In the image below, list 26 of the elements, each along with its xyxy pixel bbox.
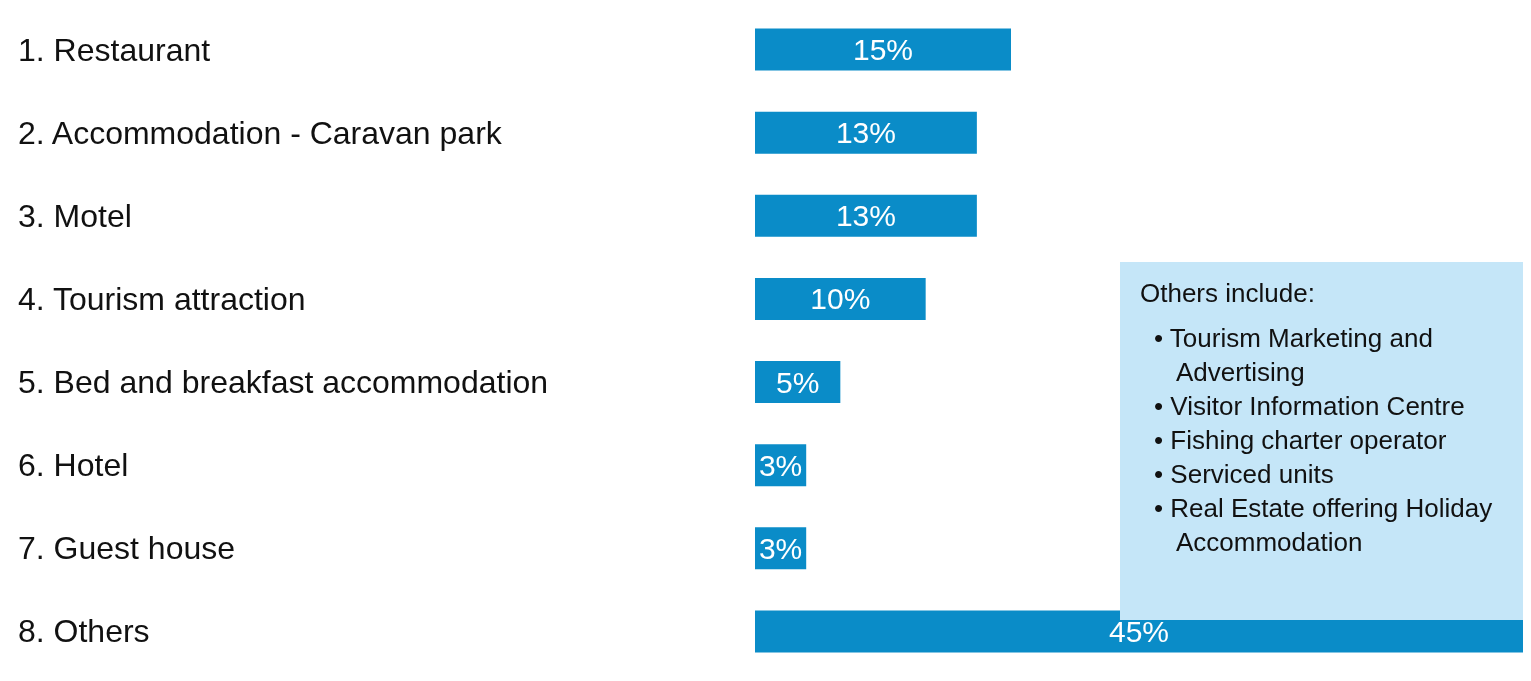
y-tick-label: 8. Others: [18, 613, 150, 650]
y-tick-label: 1. Restaurant: [18, 31, 211, 68]
annotation: • Real Estate offering Holiday Accommodation: [1154, 492, 1494, 559]
y-tick-label: 3. Motel: [18, 197, 132, 234]
y-tick-label: 7. Guest house: [18, 530, 236, 567]
data-label: 13%: [835, 116, 896, 150]
bar: [755, 194, 977, 237]
data-label: 3%: [758, 448, 803, 482]
data-label: 5%: [775, 365, 820, 399]
annotation: • Visitor Information Centre: [1154, 390, 1466, 423]
bar: [755, 277, 926, 320]
data-label: 3%: [758, 531, 803, 565]
bar: [755, 111, 977, 154]
annotation: • Tourism Marketing and Advertising: [1154, 322, 1434, 389]
data-label: 45%: [1108, 614, 1170, 648]
y-tick-label: 2. Accommodation - Caravan park: [18, 114, 503, 151]
data-label: 15%: [852, 33, 914, 67]
y-tick-label: 6. Hotel: [18, 447, 129, 484]
annotation: • Fishing charter operator: [1154, 424, 1448, 457]
y-tick-label: 5. Bed and breakfast accommodation: [18, 364, 549, 401]
annotation: • Serviced units: [1154, 458, 1335, 491]
data-label: 13%: [835, 199, 896, 233]
annotation: Others include:: [1140, 278, 1316, 309]
y-tick-label: 4. Tourism attraction: [18, 280, 306, 317]
bar: [755, 28, 1011, 71]
data-label: 10%: [810, 282, 871, 316]
